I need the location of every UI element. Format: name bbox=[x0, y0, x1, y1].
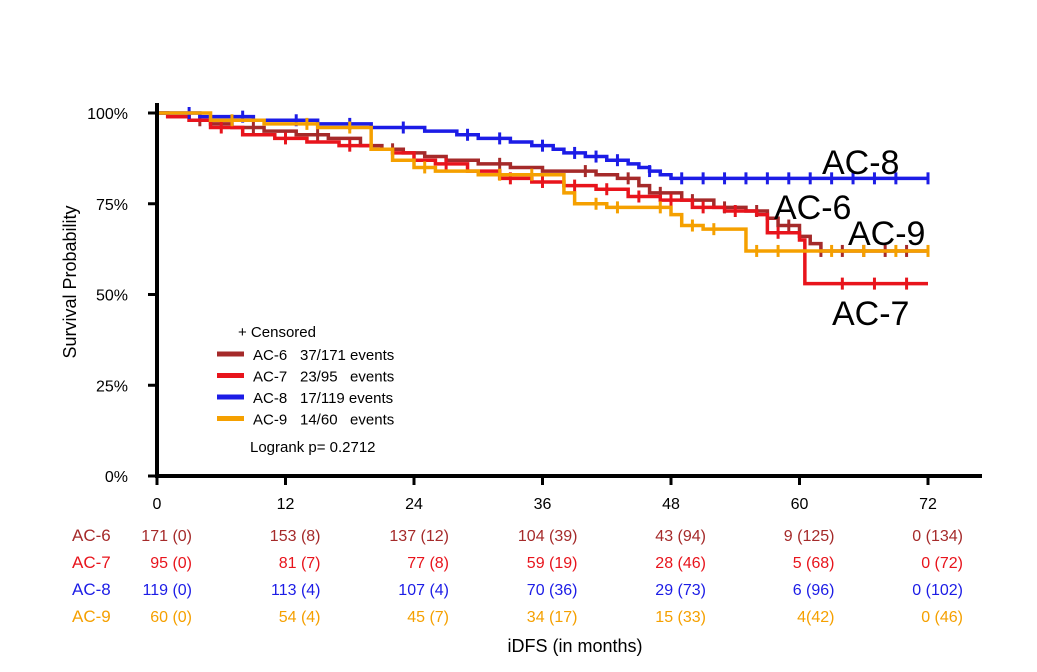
x-tick-label-60: 60 bbox=[791, 496, 809, 513]
risk-cell-ac-7-36: 59 (19) bbox=[527, 555, 578, 572]
end-label-ac-8: AC-8 bbox=[822, 144, 899, 182]
risk-cell-ac-7-60: 5 (68) bbox=[793, 555, 835, 572]
risk-cell-ac-6-48: 43 (94) bbox=[655, 528, 706, 545]
risk-table: AC-6 171 (0) 153 (8) 137 (12) 104 (39) 43 (94… bbox=[72, 526, 963, 626]
x-tick-label-72: 72 bbox=[919, 496, 937, 513]
risk-cell-ac-7-72: 0 (72) bbox=[921, 555, 963, 572]
y-tick-label-0: 0% bbox=[105, 469, 128, 486]
end-labels: AC-6 AC-7 AC-8 AC-9 bbox=[774, 144, 925, 333]
curve-ac-7 bbox=[157, 111, 928, 286]
axes-layer: 100% 75% 50% 25% 0% 0 12 24 36 48 60 72 bbox=[87, 103, 982, 513]
curves-layer bbox=[157, 107, 930, 290]
legend-logrank: Logrank p= 0.2712 bbox=[250, 439, 376, 456]
risk-cell-ac-8-24: 107 (4) bbox=[398, 582, 449, 599]
x-axis-title: iDFS (in months) bbox=[507, 636, 642, 656]
legend: + Censored AC-6 37/171 events AC-7 23/95 eve… bbox=[217, 324, 394, 456]
risk-cell-ac-8-36: 70 (36) bbox=[527, 582, 578, 599]
x-tick-label-12: 12 bbox=[277, 496, 295, 513]
legend-events-ac-7: 23/95 events bbox=[300, 369, 394, 386]
risk-cell-ac-9-12: 54 (4) bbox=[279, 609, 321, 626]
end-label-ac-9: AC-9 bbox=[848, 215, 925, 253]
risk-cell-ac-9-48: 15 (33) bbox=[655, 609, 706, 626]
risk-cell-ac-6-72: 0 (134) bbox=[912, 528, 963, 545]
x-tick-label-0: 0 bbox=[153, 496, 162, 513]
x-tick-label-48: 48 bbox=[662, 496, 680, 513]
curve-ac-9 bbox=[157, 111, 928, 253]
risk-cell-ac-6-36: 104 (39) bbox=[518, 528, 578, 545]
risk-cell-ac-9-36: 34 (17) bbox=[527, 609, 578, 626]
legend-censored-label: + Censored bbox=[238, 324, 316, 341]
end-label-ac-7: AC-7 bbox=[832, 295, 909, 333]
risk-cell-ac-9-0: 60 (0) bbox=[150, 609, 192, 626]
risk-cell-ac-9-24: 45 (7) bbox=[407, 609, 449, 626]
legend-events-ac-6: 37/171 events bbox=[300, 347, 394, 364]
x-tick-label-24: 24 bbox=[405, 496, 423, 513]
risk-cell-ac-7-24: 77 (8) bbox=[407, 555, 449, 572]
risk-cell-ac-6-12: 153 (8) bbox=[270, 528, 321, 545]
y-tick-label-75: 75% bbox=[96, 197, 128, 214]
risk-row-label-ac-6: AC-6 bbox=[72, 526, 111, 545]
legend-name-ac-9: AC-9 bbox=[253, 412, 287, 429]
legend-name-ac-7: AC-7 bbox=[253, 369, 287, 386]
y-tick-label-100: 100% bbox=[87, 106, 128, 123]
risk-cell-ac-7-0: 95 (0) bbox=[150, 555, 192, 572]
risk-cell-ac-8-12: 113 (4) bbox=[271, 582, 321, 599]
risk-cell-ac-7-12: 81 (7) bbox=[279, 555, 321, 572]
risk-cell-ac-6-0: 171 (0) bbox=[141, 528, 192, 545]
y-tick-label-25: 25% bbox=[96, 378, 128, 395]
risk-cell-ac-6-60: 9 (125) bbox=[784, 528, 835, 545]
y-axis-title: Survival Probability bbox=[60, 205, 80, 358]
y-tick-label-50: 50% bbox=[96, 288, 128, 305]
legend-events-ac-9: 14/60 events bbox=[300, 412, 394, 429]
risk-cell-ac-7-48: 28 (46) bbox=[655, 555, 706, 572]
legend-events-ac-8: 17/119 events bbox=[300, 390, 393, 407]
risk-row-label-ac-7: AC-7 bbox=[72, 553, 111, 572]
legend-name-ac-8: AC-8 bbox=[253, 390, 287, 407]
risk-row-label-ac-8: AC-8 bbox=[72, 580, 111, 599]
risk-cell-ac-9-72: 0 (46) bbox=[921, 609, 963, 626]
risk-cell-ac-8-0: 119 (0) bbox=[142, 582, 192, 599]
risk-cell-ac-6-24: 137 (12) bbox=[389, 528, 449, 545]
risk-cell-ac-8-60: 6 (96) bbox=[793, 582, 835, 599]
risk-cell-ac-8-72: 0 (102) bbox=[912, 582, 963, 599]
end-label-ac-6: AC-6 bbox=[774, 189, 851, 227]
x-tick-label-36: 36 bbox=[534, 496, 552, 513]
risk-row-label-ac-9: AC-9 bbox=[72, 607, 111, 626]
risk-cell-ac-8-48: 29 (73) bbox=[655, 582, 706, 599]
legend-name-ac-6: AC-6 bbox=[253, 347, 287, 364]
risk-cell-ac-9-60: 4(42) bbox=[797, 609, 834, 626]
